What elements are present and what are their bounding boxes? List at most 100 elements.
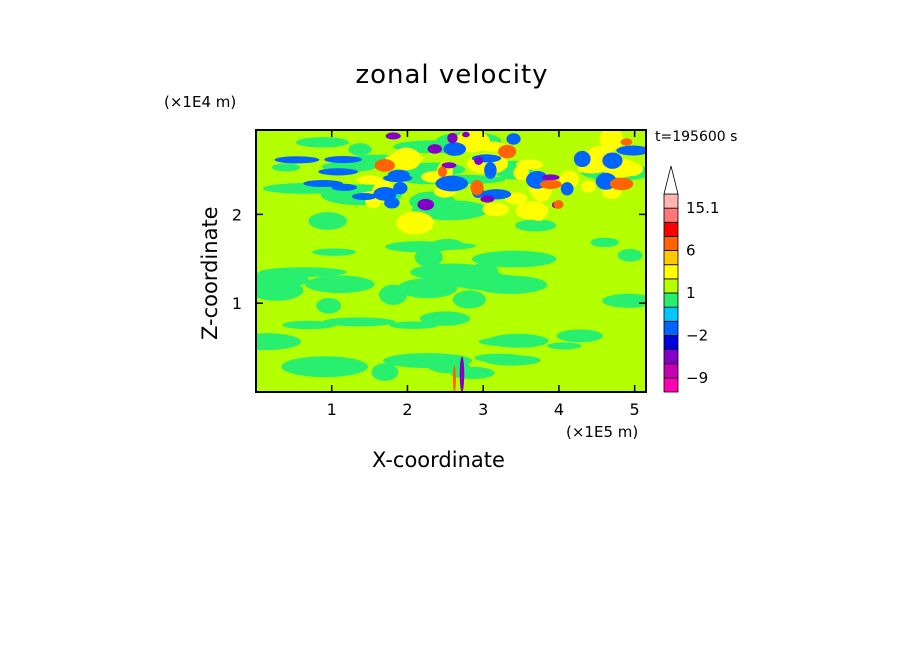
colorbar-segment (663, 278, 679, 294)
contour-blob (484, 162, 497, 179)
colorbar-segment (663, 320, 679, 336)
contour-blob (420, 311, 471, 326)
contour-blob (373, 186, 397, 201)
contour-field (256, 130, 646, 392)
contour-blob (590, 237, 619, 248)
y-tick-label: 2 (232, 205, 242, 224)
contour-blob (602, 152, 623, 169)
contour-blob (295, 137, 349, 148)
contour-blob (452, 290, 486, 309)
colorbar-label: 15.1 (686, 199, 719, 217)
contour-blob (274, 156, 320, 164)
contour-blob (351, 192, 377, 201)
plot-frame (255, 129, 647, 393)
contour-blob (480, 195, 495, 203)
contour-blob (417, 198, 435, 211)
contour-blob (414, 247, 443, 268)
contour-blob (620, 162, 643, 176)
y-tick-label: 1 (232, 294, 242, 313)
colorbar-label: 1 (686, 284, 696, 302)
x-tick-label: 1 (327, 400, 337, 419)
contour-blob (322, 317, 396, 327)
contour-blob (547, 342, 582, 350)
y-scale-label: (×1E4 m) (164, 93, 237, 111)
colorbar-segment (663, 236, 679, 251)
contour-blob (474, 156, 483, 165)
contour-blob (307, 366, 336, 374)
contour-blob (609, 177, 634, 191)
contour-blob (384, 197, 400, 209)
contour-blob (539, 179, 562, 189)
contour-blob (427, 144, 443, 154)
contour-blob (391, 147, 422, 171)
contour-blob (435, 175, 469, 192)
contour-blob (271, 163, 301, 172)
contour-blob (396, 211, 434, 235)
time-label: t=195600 s (655, 129, 738, 145)
colorbar-segment (663, 377, 679, 393)
contour-blob (482, 202, 510, 216)
chart-title: zonal velocity (355, 60, 549, 90)
contour-blob (282, 320, 336, 330)
contour-blob (541, 174, 560, 181)
contour-blob (393, 182, 408, 195)
contour-blob (553, 200, 564, 209)
colorbar-extend-triangle (663, 165, 679, 195)
contour-blob (348, 143, 372, 156)
contour-blob (462, 131, 470, 138)
contour-blob (318, 168, 359, 176)
colorbar-segment (663, 306, 679, 322)
contour-blob (311, 248, 357, 256)
contour-blob (316, 297, 342, 314)
colorbar-segment (663, 292, 679, 308)
contour-blob (383, 174, 413, 183)
contour-blob (471, 250, 557, 268)
contour-blob (470, 180, 484, 196)
colorbar-segment (663, 335, 679, 350)
x-axis: 1 2 3 4 5 (327, 130, 640, 419)
contour-blob (452, 365, 456, 392)
contour-blob (383, 353, 473, 369)
contour-blob (515, 159, 543, 170)
x-tick-label: 4 (554, 400, 564, 419)
x-scale-label: (×1E5 m) (566, 423, 639, 441)
contour-blob (617, 249, 643, 262)
colorbar: 15.1 6 1 −2 −9 (663, 165, 719, 393)
contour-blob (599, 130, 624, 151)
contour-blob (573, 150, 591, 168)
contour-blob (447, 132, 458, 144)
colorbar-segment (663, 363, 679, 379)
contour-blob (385, 132, 401, 140)
x-axis-label: X-coordinate (372, 448, 505, 472)
contour-blob (397, 278, 458, 299)
colorbar-label: −9 (686, 369, 708, 387)
colorbar-segment (663, 264, 679, 280)
contour-blob (441, 162, 457, 169)
contour-blob (459, 356, 465, 392)
contour-blob (474, 353, 525, 363)
contour-blob (389, 321, 439, 329)
contour-blob (506, 133, 521, 145)
contour-blob (443, 142, 467, 156)
x-tick-label: 3 (478, 400, 488, 419)
contour-blob (620, 138, 633, 146)
contour-blob (308, 212, 348, 230)
colorbar-segment (663, 349, 679, 365)
contour-blob (556, 329, 603, 343)
contour-blob (371, 363, 399, 381)
contour-blob (478, 336, 548, 347)
colorbar-segment (663, 250, 679, 266)
contour-blob (560, 182, 574, 196)
contour-blob (256, 333, 301, 351)
contour-blob (374, 159, 395, 172)
contour-blob (616, 145, 646, 156)
contour-blob (256, 279, 304, 301)
colorbar-segment (663, 221, 679, 237)
contour-blob (356, 175, 383, 185)
x-tick-label: 5 (630, 400, 640, 419)
x-tick-label: 2 (402, 400, 412, 419)
colorbar-label: −2 (686, 326, 708, 344)
contour-blob (515, 219, 557, 232)
contour-blob (473, 275, 548, 294)
